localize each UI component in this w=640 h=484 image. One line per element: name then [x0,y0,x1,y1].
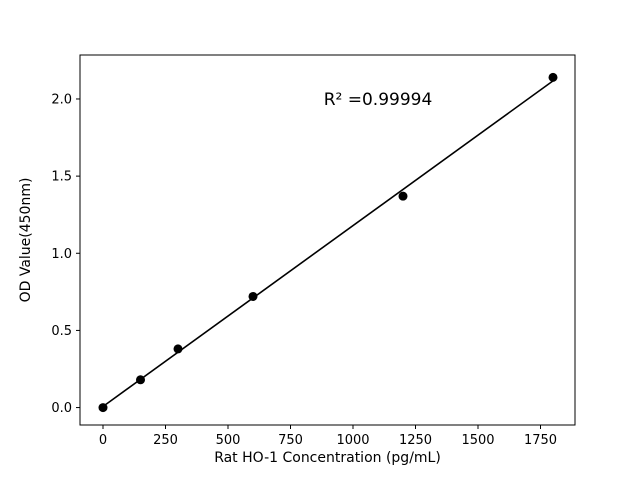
r-squared-annotation: R² =0.99994 [324,90,433,110]
y-tick-label: 1.5 [51,170,72,185]
plot-area-border [79,54,576,426]
y-axis-label: OD Value(450nm) [18,178,34,303]
x-tick-label: 250 [153,433,178,448]
data-point [98,403,108,413]
y-axis-ticks: 0.0 0.5 1.0 1.5 2.0 [51,92,80,416]
x-tick-label: 0 [99,433,107,448]
y-tick-label: 0.5 [51,324,72,339]
y-tick-label: 2.0 [51,92,72,107]
x-tick-label: 1500 [461,433,494,448]
x-tick-label: 500 [216,433,241,448]
data-points [98,72,558,413]
x-tick-label: 1750 [524,433,557,448]
data-point [173,344,183,354]
y-tick-label: 1.0 [51,247,72,262]
fit-line [102,80,554,408]
data-point [548,72,558,82]
x-tick-label: 1250 [399,433,432,448]
x-tick-label: 1000 [336,433,369,448]
data-point [398,191,408,201]
y-tick-label: 0.0 [51,401,72,416]
data-point [136,375,145,385]
x-axis-label: Rat HO-1 Concentration (pg/mL) [214,450,441,466]
x-axis-ticks: 0 250 500 750 1000 1250 1500 1750 [99,425,557,448]
x-tick-label: 750 [278,433,303,448]
data-point [248,291,258,301]
